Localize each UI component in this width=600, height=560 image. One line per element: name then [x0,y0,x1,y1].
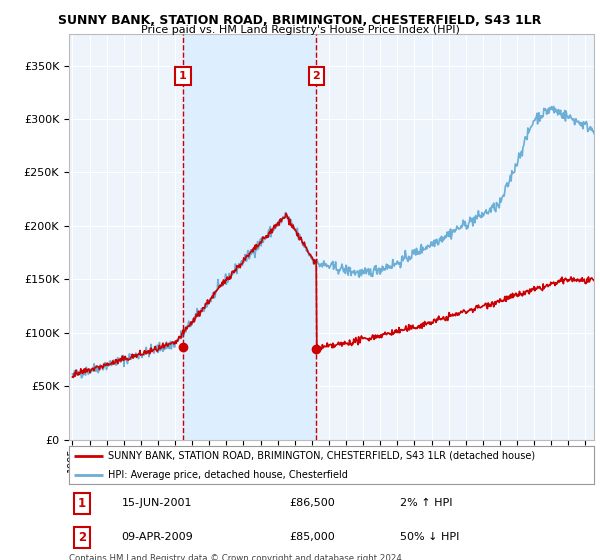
Text: Contains HM Land Registry data © Crown copyright and database right 2024.: Contains HM Land Registry data © Crown c… [69,554,404,560]
Bar [183,34,316,440]
Text: Price paid vs. HM Land Registry's House Price Index (HPI): Price paid vs. HM Land Registry's House … [140,25,460,35]
Text: 2: 2 [313,71,320,81]
Text: £86,500: £86,500 [290,498,335,508]
Text: SUNNY BANK, STATION ROAD, BRIMINGTON, CHESTERFIELD, S43 1LR: SUNNY BANK, STATION ROAD, BRIMINGTON, CH… [58,14,542,27]
Text: 2% ↑ HPI: 2% ↑ HPI [400,498,452,508]
Text: 1: 1 [78,497,86,510]
Text: £85,000: £85,000 [290,533,335,543]
Text: 1: 1 [179,71,187,81]
Text: 09-APR-2009: 09-APR-2009 [121,533,193,543]
Text: SUNNY BANK, STATION ROAD, BRIMINGTON, CHESTERFIELD, S43 1LR (detached house): SUNNY BANK, STATION ROAD, BRIMINGTON, CH… [109,451,536,461]
Text: 50% ↓ HPI: 50% ↓ HPI [400,533,459,543]
Text: HPI: Average price, detached house, Chesterfield: HPI: Average price, detached house, Ches… [109,470,348,480]
Text: 2: 2 [78,531,86,544]
Text: 15-JUN-2001: 15-JUN-2001 [121,498,192,508]
